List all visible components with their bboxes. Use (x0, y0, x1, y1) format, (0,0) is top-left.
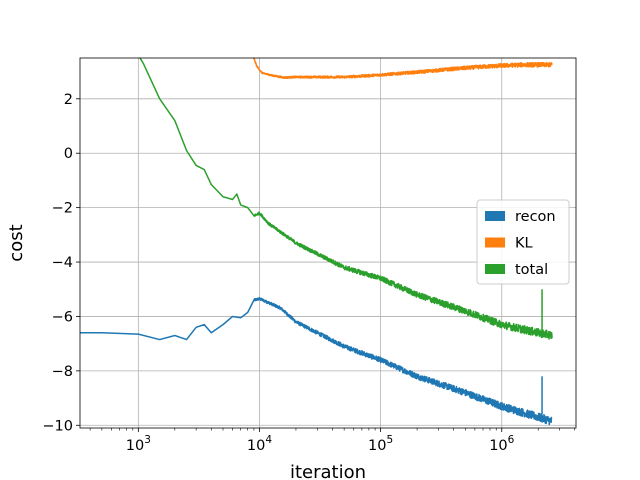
axes-frame (79, 57, 577, 429)
y-tick-label: −6 (52, 309, 73, 325)
y-axis-label: cost (6, 224, 27, 261)
y-tick-label: −10 (42, 418, 73, 434)
series-line-total (139, 58, 553, 340)
x-tick-mantissa: 10 (368, 438, 386, 454)
legend-swatch-recon (485, 211, 505, 221)
x-tick-exponent: 5 (387, 434, 394, 446)
x-tick-mantissa: 10 (126, 438, 144, 454)
x-axis-label: iteration (290, 462, 366, 480)
y-tick-label: −4 (52, 255, 73, 271)
x-tick-label: 106 (489, 434, 514, 454)
y-tick-label: −8 (52, 364, 73, 380)
grid (80, 58, 576, 428)
y-tick-label: 2 (64, 92, 73, 108)
plot-area (80, 58, 553, 426)
series-line-recon (80, 296, 553, 426)
x-tick-mantissa: 10 (489, 438, 507, 454)
y-tick-label: 0 (64, 146, 73, 162)
x-tick-label: 103 (126, 434, 151, 454)
x-tick-label: 104 (247, 434, 272, 454)
x-axis: 103 104 105 106 (89, 428, 576, 454)
legend-label-total: total (515, 262, 548, 278)
x-tick-exponent: 3 (144, 434, 151, 446)
series-line-KL (252, 58, 553, 79)
legend-swatch-KL (485, 237, 505, 248)
legend: recon KL total (476, 199, 570, 285)
x-tick-exponent: 4 (265, 434, 272, 446)
x-tick-label: 105 (368, 434, 393, 454)
y-tick-label: −2 (52, 201, 73, 217)
y-axis: 2 0 −2 −4 −6 −8 −10 (42, 92, 80, 434)
x-tick-exponent: 6 (508, 434, 515, 446)
legend-label-recon: recon (515, 209, 556, 225)
legend-label-KL: KL (515, 236, 533, 252)
legend-swatch-total (485, 264, 505, 274)
x-tick-mantissa: 10 (247, 438, 265, 454)
